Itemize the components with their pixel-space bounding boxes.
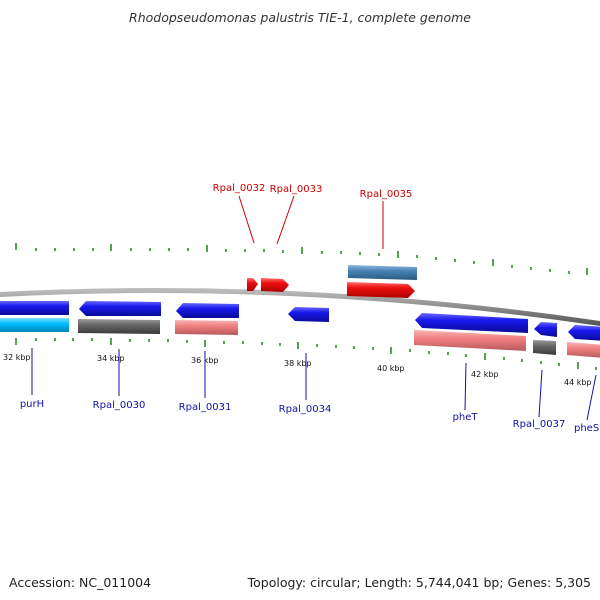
scale-label-42: 42 kbp [471,370,499,379]
feature-rpal-0031[interactable] [176,303,239,318]
label-rpal-0033[interactable]: Rpal_0033 [270,184,323,195]
feature-purh-cyan[interactable] [0,318,69,332]
feature-rpal-0035[interactable] [347,282,415,298]
scale-label-38: 38 kbp [284,359,312,368]
scale-label-44: 44 kbp [564,378,592,387]
leader-rpal-0033 [276,195,295,245]
feature-rpal-0033[interactable] [261,278,289,292]
feature-purh[interactable] [0,301,69,315]
label-phes[interactable]: pheS [574,423,599,434]
feature-phes-pink[interactable] [567,342,600,358]
label-purh[interactable]: purH [20,399,44,410]
map-title: Rhodopseudomonas palustris TIE-1, comple… [129,10,471,25]
feature-rpal-0030[interactable] [79,301,161,316]
feature-rpal-0037-grey[interactable] [533,340,556,355]
label-phet[interactable]: pheT [453,412,479,423]
label-rpal-0034[interactable]: Rpal_0034 [279,404,332,415]
scale-label-34: 34 kbp [97,354,125,363]
feature-rpal-0034[interactable] [288,307,329,322]
leader-phes [586,374,597,421]
accession-text: Accession: NC_011004 [9,575,152,590]
label-rpal-0031[interactable]: Rpal_0031 [179,402,232,413]
feature-rpal-0031-pink[interactable] [175,320,238,335]
feature-rpal-0035-steel[interactable] [348,265,417,280]
outer-tick-row [15,243,588,275]
scale-label-40: 40 kbp [377,364,405,373]
genome-backbone [0,287,600,327]
label-rpal-0035[interactable]: Rpal_0035 [360,189,413,200]
feature-phet-pink[interactable] [414,330,526,351]
scale-label-32: 32 kbp [3,353,31,362]
leader-rpal-0037 [538,369,543,418]
label-rpal-0030[interactable]: Rpal_0030 [93,400,146,411]
feature-phes[interactable] [568,325,600,341]
label-rpal-0032[interactable]: Rpal_0032 [213,183,266,194]
inner-tick-row [15,338,597,370]
feature-rpal-0037[interactable] [534,322,557,337]
leader-phet [464,362,467,411]
label-rpal-0037[interactable]: Rpal_0037 [513,419,566,430]
feature-rpal-0030-grey[interactable] [78,319,160,334]
genome-summary-text: Topology: circular; Length: 5,744,041 bp… [247,575,591,590]
feature-rpal-0032[interactable] [247,278,258,291]
feature-phet[interactable] [415,313,528,333]
leader-rpal-0032 [238,195,255,244]
